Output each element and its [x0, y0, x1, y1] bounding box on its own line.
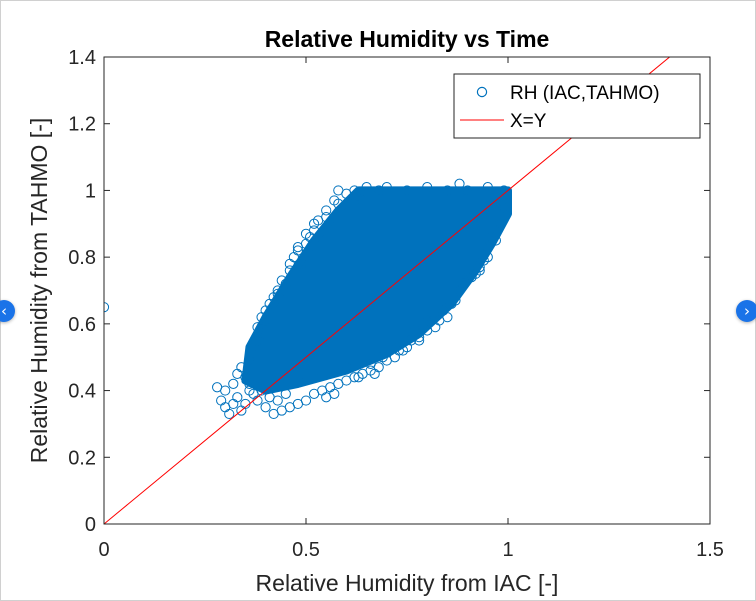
scatter-point	[333, 198, 344, 209]
y-tick-label: 0	[85, 514, 96, 536]
scatter-point	[329, 388, 340, 400]
scatter-point	[466, 272, 477, 283]
scatter-point	[240, 372, 251, 383]
scatter-points	[104, 178, 510, 420]
scatter-point	[482, 252, 493, 263]
scatter-point	[458, 278, 469, 289]
scatter-point	[280, 388, 291, 400]
y-tick-label: 1	[85, 180, 96, 202]
y-tick-label: 0.8	[68, 247, 96, 269]
x-tick-label: 1	[502, 539, 513, 561]
carousel-next-button[interactable]: ›	[736, 300, 756, 322]
scatter-point	[353, 372, 364, 383]
x-tick-label: 0.5	[292, 539, 320, 561]
scatter-point	[422, 181, 433, 193]
scatter-point	[422, 315, 433, 326]
scatter-point	[284, 258, 295, 269]
legend-entry-line: X=Y	[510, 111, 547, 132]
scatter-point	[228, 378, 239, 389]
scatter-point	[462, 185, 473, 196]
scatter-point	[276, 275, 287, 286]
scatter-point	[490, 235, 501, 246]
y-tick-label: 0.6	[68, 314, 96, 336]
scatter-point	[357, 195, 368, 206]
carousel-prev-button[interactable]: ‹	[0, 300, 15, 322]
scatter-point	[284, 265, 295, 276]
scatter-point	[248, 388, 259, 400]
chevron-right-icon: ›	[744, 302, 750, 320]
scatter-point	[236, 362, 247, 373]
chart-title: Relative Humidity vs Time	[265, 26, 550, 52]
scatter-point	[381, 181, 392, 193]
scatter-point	[292, 242, 304, 253]
scatter-point	[329, 195, 340, 206]
scatter-point	[220, 385, 231, 396]
scatter-point	[260, 315, 271, 326]
scatter-point	[365, 358, 376, 369]
plot-area-border	[103, 56, 711, 525]
scatter-point	[450, 295, 461, 306]
axis-ticks: 0 0.5 1 1.5 0 0.2 0.4 0.6 0.8 1 1.2 1.4	[68, 47, 724, 561]
scatter-point	[308, 218, 320, 229]
y-tick-label: 1.2	[68, 114, 96, 136]
legend-box	[453, 73, 701, 139]
scatter-point	[341, 362, 352, 373]
scatter-point	[272, 288, 283, 299]
scatter-point	[401, 342, 413, 353]
legend-marker-scatter	[476, 86, 488, 98]
scatter-point	[414, 335, 425, 346]
scatter-point	[482, 181, 493, 193]
y-tick-label: 0.2	[68, 447, 96, 469]
scatter-point	[232, 392, 243, 403]
scatter-point	[264, 392, 275, 403]
scatter-point	[216, 395, 227, 406]
scatter-point	[498, 202, 510, 213]
axes	[103, 56, 711, 525]
scatter-point	[268, 408, 279, 420]
scatter-point	[321, 205, 332, 216]
scatter-point	[430, 322, 441, 333]
scatter-point	[244, 385, 255, 396]
scatter-point	[292, 245, 304, 256]
scatter-cloud-body	[241, 186, 512, 395]
y-tick-label: 1.4	[68, 47, 96, 69]
scatter-point	[244, 355, 255, 366]
legend: RH (IAC,TAHMO) X=Y	[453, 73, 701, 139]
y-tick-label: 0.4	[68, 381, 96, 403]
x-tick-label: 1.5	[696, 539, 724, 561]
scatter-point	[454, 178, 465, 189]
scatter-point	[442, 312, 453, 323]
x-axis-label: Relative Humidity from IAC [-]	[256, 570, 559, 596]
scatter-point	[474, 265, 485, 276]
scatter-point	[369, 368, 380, 379]
y-axis-label: Relative Humidity from TAHMO [-]	[26, 118, 52, 463]
scatter-point	[220, 402, 231, 413]
scatter-point	[349, 185, 360, 196]
scatter-point	[377, 352, 388, 363]
scatter-point	[260, 402, 271, 413]
chevron-left-icon: ‹	[1, 302, 7, 320]
scatter-point	[321, 212, 332, 223]
scatter-point	[256, 328, 267, 339]
scatter-point	[296, 258, 308, 269]
scatter-point	[409, 325, 421, 336]
scatter-point	[300, 228, 312, 239]
x-tick-label: 0	[98, 539, 109, 561]
legend-entry-scatter: RH (IAC,TAHMO)	[510, 83, 660, 104]
scatter-point	[401, 185, 413, 196]
scatter-point	[361, 181, 372, 193]
scatter-point	[272, 285, 283, 296]
scatter-point	[482, 242, 493, 253]
scatter-point	[224, 408, 235, 420]
scatter-cloud	[241, 186, 512, 395]
scatter-point	[442, 185, 453, 196]
scatter-point	[288, 252, 299, 263]
scatter-point	[308, 388, 320, 400]
scatter-point	[494, 218, 506, 229]
